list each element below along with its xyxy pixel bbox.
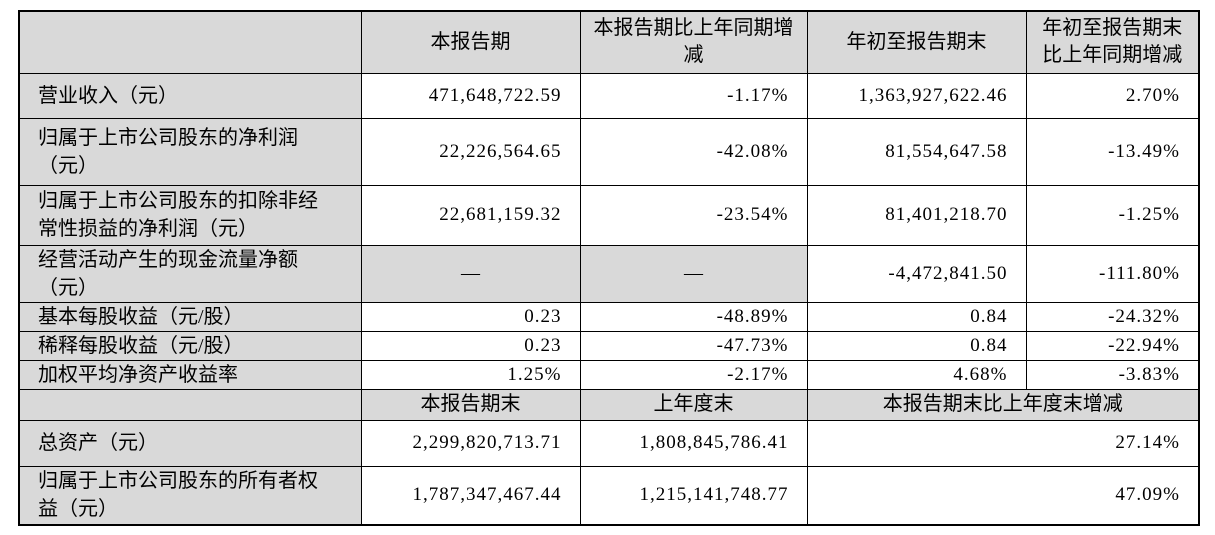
value-change: 47.09%: [806, 465, 1200, 526]
metric-label: 加权平均净资产收益率: [18, 359, 362, 390]
value-yoy-change: -23.54%: [579, 184, 808, 246]
header-empty-cell: [18, 10, 362, 74]
value-period-end: 2,299,820,713.71: [360, 419, 581, 467]
table-row-operating-cash-flow: 经营活动产生的现金流量净额（元） — — -4,472,841.50 -111.…: [18, 244, 1200, 303]
value-ytd-yoy-change: -111.80%: [1025, 244, 1200, 303]
table-row-diluted-eps: 稀释每股收益（元/股） 0.23 -47.73% 0.84 -22.94%: [18, 330, 1200, 361]
header-empty-cell: [18, 388, 362, 421]
value-ytd: 4.68%: [806, 359, 1027, 390]
value-ytd: 0.84: [806, 330, 1027, 361]
table-header-row-primary: 本报告期 本报告期比上年同期增减 年初至报告期末 年初至报告期末比上年同期增减: [18, 10, 1200, 74]
value-yoy-change: -42.08%: [579, 117, 808, 186]
metric-label: 归属于上市公司股东的净利润（元）: [18, 117, 362, 186]
table-row-total-assets: 总资产（元） 2,299,820,713.71 1,808,845,786.41…: [18, 419, 1200, 467]
metric-label: 稀释每股收益（元/股）: [18, 330, 362, 361]
table-row-weighted-avg-roe: 加权平均净资产收益率 1.25% -2.17% 4.68% -3.83%: [18, 359, 1200, 390]
value-period-end: 1,787,347,467.44: [360, 465, 581, 526]
value-current-period: 471,648,722.59: [360, 72, 581, 119]
metric-label: 总资产（元）: [18, 419, 362, 467]
value-ytd: -4,472,841.50: [806, 244, 1027, 303]
value-current-period: 0.23: [360, 301, 581, 332]
value-current-period-dash: —: [360, 244, 581, 303]
table-row-basic-eps: 基本每股收益（元/股） 0.23 -48.89% 0.84 -24.32%: [18, 301, 1200, 332]
header-current-period-yoy-change: 本报告期比上年同期增减: [579, 10, 808, 74]
value-ytd: 81,554,647.58: [806, 117, 1027, 186]
financial-summary-table: 本报告期 本报告期比上年同期增减 年初至报告期末 年初至报告期末比上年同期增减 …: [18, 10, 1200, 526]
metric-label: 归属于上市公司股东的所有者权益（元）: [18, 465, 362, 526]
value-prior-year-end: 1,215,141,748.77: [579, 465, 808, 526]
value-current-period: 0.23: [360, 330, 581, 361]
value-current-period: 22,681,159.32: [360, 184, 581, 246]
metric-label: 营业收入（元）: [18, 72, 362, 119]
value-yoy-change: -47.73%: [579, 330, 808, 361]
metric-label: 归属于上市公司股东的扣除非经常性损益的净利润（元）: [18, 184, 362, 246]
value-ytd-yoy-change: -22.94%: [1025, 330, 1200, 361]
value-ytd-yoy-change: -1.25%: [1025, 184, 1200, 246]
table-row-operating-revenue: 营业收入（元） 471,648,722.59 -1.17% 1,363,927,…: [18, 72, 1200, 119]
table-header-row-secondary: 本报告期末 上年度末 本报告期末比上年度末增减: [18, 388, 1200, 421]
table-row-equity-attributable-to-shareholders: 归属于上市公司股东的所有者权益（元） 1,787,347,467.44 1,21…: [18, 465, 1200, 526]
header-period-end-vs-prior-year-end-change: 本报告期末比上年度末增减: [806, 388, 1200, 421]
value-yoy-change: -2.17%: [579, 359, 808, 390]
value-current-period: 1.25%: [360, 359, 581, 390]
value-change: 27.14%: [806, 419, 1200, 467]
value-yoy-change-dash: —: [579, 244, 808, 303]
value-ytd-yoy-change: -13.49%: [1025, 117, 1200, 186]
metric-label: 经营活动产生的现金流量净额（元）: [18, 244, 362, 303]
value-ytd: 1,363,927,622.46: [806, 72, 1027, 119]
header-prior-year-end: 上年度末: [579, 388, 808, 421]
value-current-period: 22,226,564.65: [360, 117, 581, 186]
table-row-net-profit: 归属于上市公司股东的净利润（元） 22,226,564.65 -42.08% 8…: [18, 117, 1200, 186]
header-period-end: 本报告期末: [360, 388, 581, 421]
header-year-to-date: 年初至报告期末: [806, 10, 1027, 74]
header-current-period: 本报告期: [360, 10, 581, 74]
financial-summary-section: 本报告期 本报告期比上年同期增减 年初至报告期末 年初至报告期末比上年同期增减 …: [18, 10, 1200, 526]
value-yoy-change: -48.89%: [579, 301, 808, 332]
value-ytd-yoy-change: -3.83%: [1025, 359, 1200, 390]
value-ytd: 0.84: [806, 301, 1027, 332]
metric-label: 基本每股收益（元/股）: [18, 301, 362, 332]
header-ytd-yoy-change: 年初至报告期末比上年同期增减: [1025, 10, 1200, 74]
value-ytd-yoy-change: -24.32%: [1025, 301, 1200, 332]
table-row-net-profit-excl-nonrecurring: 归属于上市公司股东的扣除非经常性损益的净利润（元） 22,681,159.32 …: [18, 184, 1200, 246]
value-yoy-change: -1.17%: [579, 72, 808, 119]
value-prior-year-end: 1,808,845,786.41: [579, 419, 808, 467]
value-ytd-yoy-change: 2.70%: [1025, 72, 1200, 119]
value-ytd: 81,401,218.70: [806, 184, 1027, 246]
